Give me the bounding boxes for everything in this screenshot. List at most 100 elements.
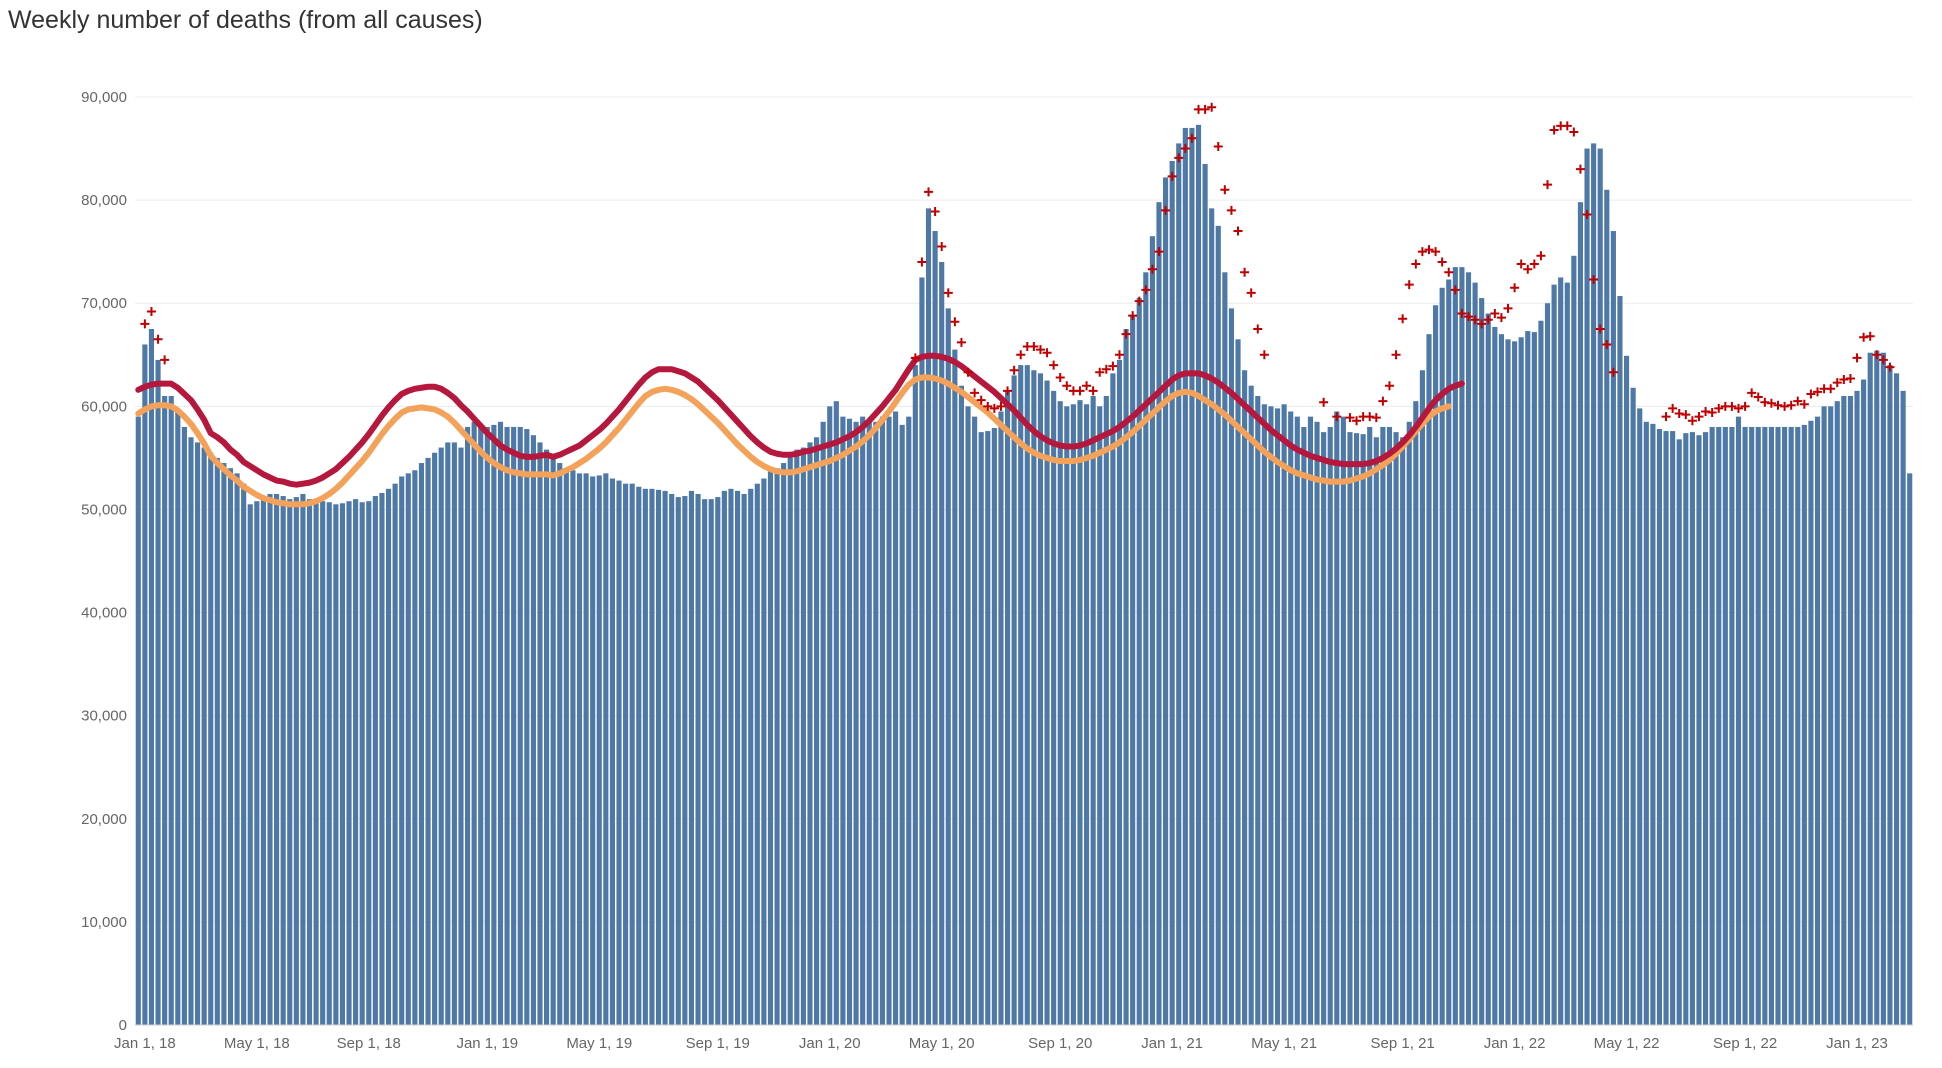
excess-marker	[970, 388, 980, 398]
bar	[1057, 401, 1063, 1025]
bar	[234, 473, 240, 1025]
bar	[445, 442, 451, 1025]
bar	[313, 499, 319, 1025]
excess-marker	[1786, 400, 1796, 410]
y-tick-label: 90,000	[81, 89, 127, 106]
bar	[1242, 370, 1248, 1025]
excess-marker	[1694, 412, 1704, 422]
excess-marker	[1437, 257, 1447, 267]
bar	[1143, 272, 1149, 1025]
excess-marker	[1398, 314, 1408, 324]
bar	[339, 503, 346, 1025]
bar	[879, 416, 885, 1025]
y-tick-label: 40,000	[81, 605, 127, 622]
bar	[1729, 426, 1735, 1026]
bar	[1597, 148, 1603, 1025]
bar	[1867, 352, 1873, 1026]
excess-marker	[1852, 353, 1862, 363]
excess-marker	[1042, 348, 1052, 358]
excess-marker	[1747, 388, 1757, 398]
excess-marker	[1154, 247, 1164, 257]
excess-marker	[1345, 413, 1355, 423]
excess-marker	[1134, 296, 1144, 306]
bar	[748, 488, 754, 1025]
excess-marker	[983, 401, 993, 411]
excess-marker	[1740, 401, 1750, 411]
excess-marker	[1707, 408, 1717, 418]
bar	[1340, 416, 1346, 1025]
bar	[1538, 320, 1544, 1025]
bar	[1577, 202, 1584, 1026]
bar	[320, 501, 326, 1025]
bar	[715, 497, 721, 1025]
excess-marker	[1714, 403, 1724, 413]
excess-marker	[1727, 401, 1737, 411]
bar	[1367, 426, 1373, 1026]
bar	[1604, 189, 1610, 1026]
bar	[800, 447, 806, 1026]
bar	[1617, 296, 1623, 1025]
bar	[623, 483, 629, 1025]
bar	[1386, 426, 1393, 1026]
excess-marker	[1259, 350, 1269, 360]
excess-marker	[1180, 144, 1190, 154]
bar	[860, 416, 866, 1025]
bar	[866, 421, 872, 1025]
bar	[833, 401, 839, 1025]
bar	[912, 365, 918, 1026]
bar	[1123, 329, 1129, 1025]
excess-marker	[1477, 319, 1487, 329]
bar	[1782, 426, 1788, 1026]
bar	[471, 421, 477, 1025]
excess-marker	[1417, 247, 1427, 257]
excess-marker	[1404, 280, 1414, 290]
bar	[1887, 365, 1893, 1026]
x-tick-label: Jan 1, 20	[799, 1035, 861, 1052]
bar	[497, 421, 504, 1025]
excess-marker	[1575, 164, 1585, 174]
bar	[208, 452, 214, 1026]
excess-marker	[1167, 171, 1177, 181]
bar	[1294, 416, 1300, 1025]
bar	[544, 449, 550, 1025]
excess-marker	[1490, 309, 1500, 319]
x-tick-label: Jan 1, 19	[456, 1035, 518, 1052]
excess-marker	[1773, 400, 1783, 410]
bar	[761, 478, 767, 1025]
bar	[214, 457, 220, 1025]
bar	[1406, 421, 1412, 1025]
excess-marker	[1872, 350, 1882, 360]
x-tick-label: May 1, 19	[566, 1035, 632, 1052]
y-tick-label: 50,000	[81, 501, 127, 518]
bar	[1841, 396, 1847, 1025]
bar	[649, 488, 655, 1025]
excess-marker	[996, 401, 1006, 411]
excess-marker	[1668, 403, 1678, 413]
bar	[682, 496, 688, 1025]
excess-marker	[1029, 342, 1039, 352]
excess-marker	[1062, 381, 1072, 391]
bar	[1801, 424, 1807, 1025]
excess-marker	[1878, 355, 1888, 365]
bar	[1564, 282, 1570, 1026]
bar	[1755, 426, 1761, 1026]
bar	[958, 385, 965, 1026]
bar	[702, 499, 708, 1025]
excess-marker	[1845, 373, 1855, 383]
bar	[155, 359, 161, 1025]
bar	[939, 261, 945, 1026]
excess-marker	[1207, 102, 1217, 112]
y-gridlines	[135, 96, 1913, 1026]
excess-marker	[1095, 367, 1105, 377]
bar	[945, 308, 951, 1025]
x-tick-label: May 1, 22	[1594, 1035, 1660, 1052]
bar	[293, 497, 299, 1025]
bar	[1004, 390, 1011, 1025]
excess-marker	[1839, 375, 1849, 385]
excess-marker	[1543, 180, 1553, 190]
excess-marker	[1760, 397, 1770, 407]
bar	[274, 493, 280, 1026]
bar	[517, 426, 523, 1026]
bar	[491, 424, 497, 1025]
bar	[781, 463, 787, 1025]
